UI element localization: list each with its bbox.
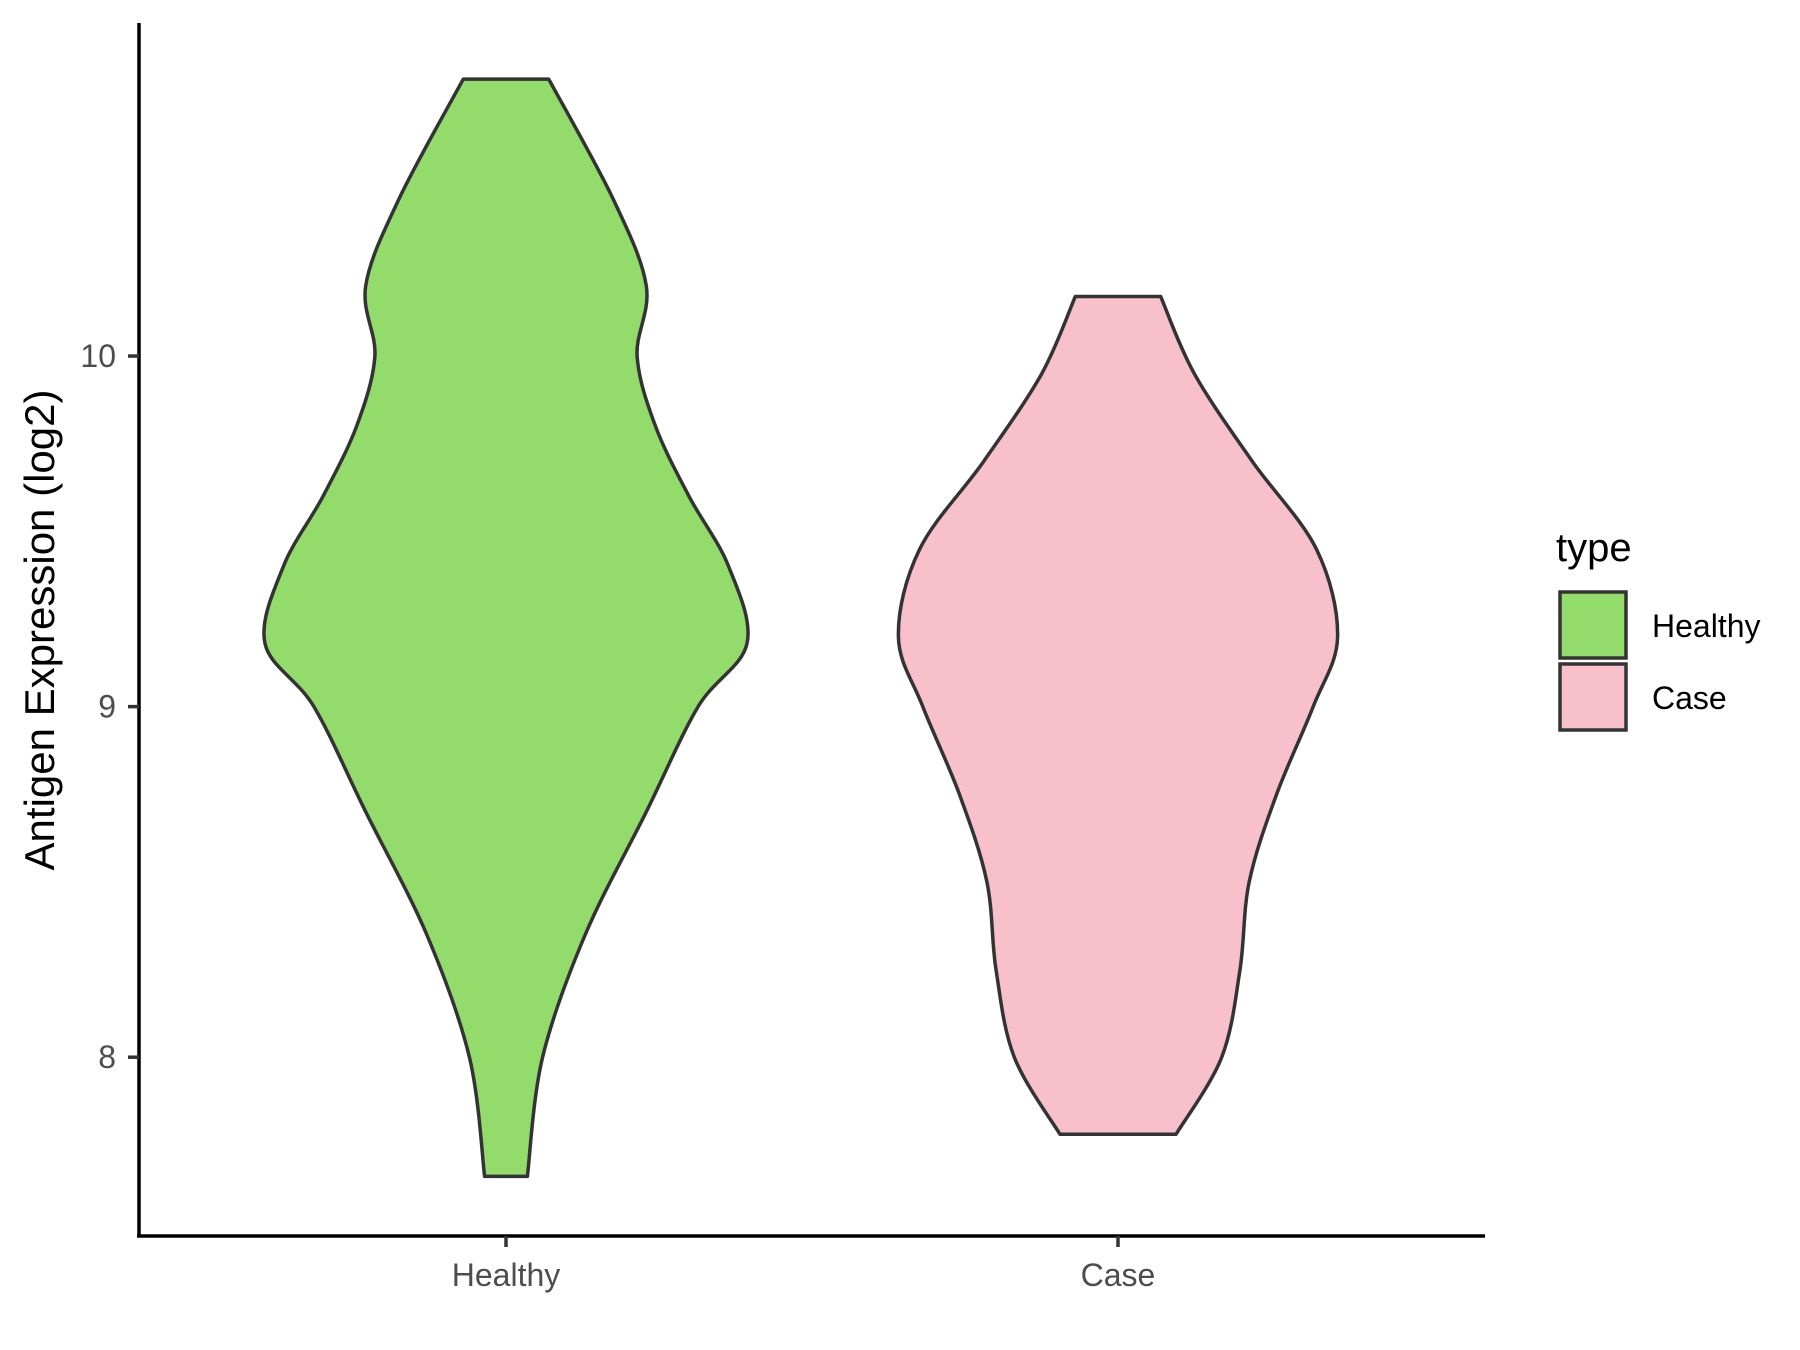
y-tick-label: 10	[80, 338, 116, 374]
violin-layer	[262, 77, 1340, 1179]
y-tick-label: 8	[98, 1039, 116, 1075]
y-axis-title: Antigen Expression (log2)	[16, 390, 63, 871]
y-axis-ticks: 8 9 10	[80, 338, 139, 1075]
legend: type Healthy Case	[1556, 526, 1761, 732]
x-axis-ticks: Healthy Case	[452, 1236, 1156, 1293]
legend-title: type	[1556, 526, 1632, 570]
legend-key-healthy	[1558, 590, 1628, 660]
violin-case	[896, 294, 1340, 1137]
x-tick-label: Healthy	[452, 1257, 561, 1293]
legend-key-case	[1558, 662, 1628, 732]
violin-healthy	[262, 77, 750, 1179]
legend-label-healthy: Healthy	[1652, 608, 1761, 644]
x-tick-label: Case	[1081, 1257, 1156, 1293]
y-tick-label: 9	[98, 689, 116, 725]
legend-label-case: Case	[1652, 680, 1727, 716]
